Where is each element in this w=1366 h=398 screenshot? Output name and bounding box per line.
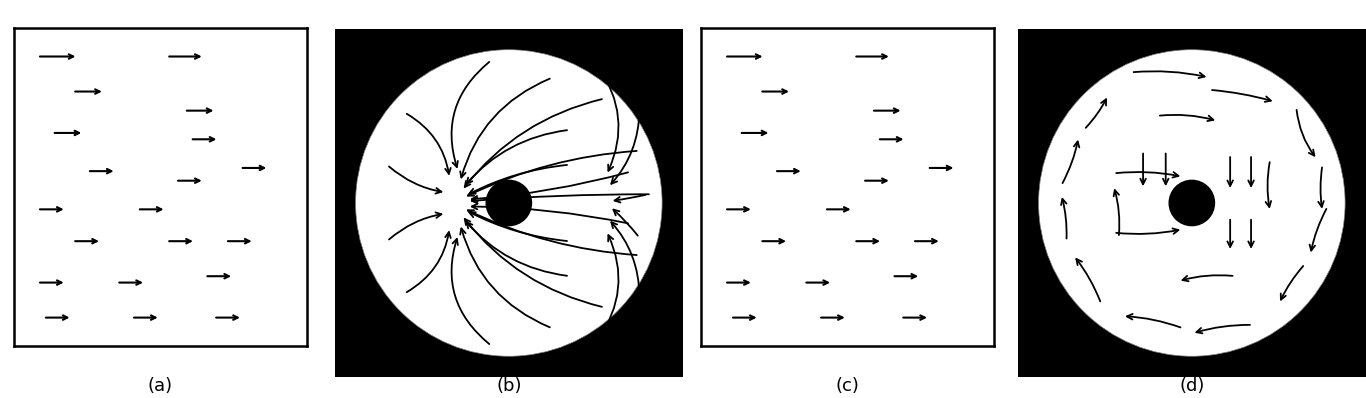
FancyArrowPatch shape: [613, 210, 638, 236]
FancyArrowPatch shape: [471, 194, 649, 203]
FancyArrowPatch shape: [1249, 157, 1254, 186]
FancyArrowPatch shape: [467, 222, 567, 276]
FancyArrowPatch shape: [1296, 110, 1314, 156]
FancyArrowPatch shape: [471, 204, 628, 223]
FancyArrowPatch shape: [460, 228, 549, 327]
FancyArrowPatch shape: [1076, 259, 1100, 301]
FancyArrowPatch shape: [469, 210, 637, 255]
FancyArrowPatch shape: [1281, 266, 1303, 300]
FancyArrowPatch shape: [471, 172, 628, 201]
FancyArrowPatch shape: [1160, 115, 1213, 121]
FancyArrowPatch shape: [460, 79, 549, 178]
Circle shape: [1038, 50, 1346, 356]
FancyArrowPatch shape: [1228, 220, 1233, 247]
FancyArrowPatch shape: [1310, 209, 1326, 250]
FancyArrowPatch shape: [1061, 199, 1067, 238]
Text: (d): (d): [1179, 377, 1205, 395]
FancyArrowPatch shape: [1318, 168, 1324, 207]
FancyArrowPatch shape: [452, 239, 489, 344]
FancyArrowPatch shape: [1162, 154, 1168, 184]
FancyArrowPatch shape: [612, 110, 639, 184]
FancyArrowPatch shape: [452, 62, 489, 167]
FancyArrowPatch shape: [470, 212, 567, 241]
FancyArrowPatch shape: [615, 195, 646, 203]
Text: (b): (b): [496, 377, 522, 395]
FancyArrowPatch shape: [389, 166, 441, 193]
FancyArrowPatch shape: [1228, 157, 1233, 186]
FancyArrowPatch shape: [464, 219, 602, 307]
FancyArrowPatch shape: [1183, 275, 1232, 281]
Text: (a): (a): [148, 377, 173, 395]
Circle shape: [355, 50, 663, 356]
FancyArrowPatch shape: [407, 232, 451, 292]
FancyArrowPatch shape: [1266, 162, 1272, 207]
FancyArrowPatch shape: [1141, 154, 1146, 184]
FancyArrowPatch shape: [1197, 325, 1250, 333]
FancyArrowPatch shape: [389, 213, 441, 240]
FancyArrowPatch shape: [407, 114, 451, 174]
FancyArrowPatch shape: [467, 130, 567, 183]
FancyArrowPatch shape: [1063, 142, 1079, 183]
FancyArrowPatch shape: [1116, 172, 1179, 178]
FancyArrowPatch shape: [1116, 228, 1179, 234]
FancyArrowPatch shape: [1212, 90, 1270, 102]
FancyArrowPatch shape: [597, 235, 619, 340]
FancyArrowPatch shape: [469, 151, 637, 196]
FancyArrowPatch shape: [612, 222, 639, 296]
Text: (c): (c): [836, 377, 859, 395]
FancyArrowPatch shape: [1113, 190, 1119, 235]
FancyArrowPatch shape: [464, 99, 602, 187]
FancyArrowPatch shape: [1086, 99, 1106, 128]
FancyArrowPatch shape: [1249, 220, 1254, 247]
FancyArrowPatch shape: [470, 165, 567, 194]
FancyArrowPatch shape: [1134, 71, 1205, 78]
Circle shape: [1169, 180, 1214, 226]
FancyArrowPatch shape: [597, 66, 619, 171]
FancyArrowPatch shape: [1127, 314, 1180, 328]
Circle shape: [486, 180, 531, 226]
